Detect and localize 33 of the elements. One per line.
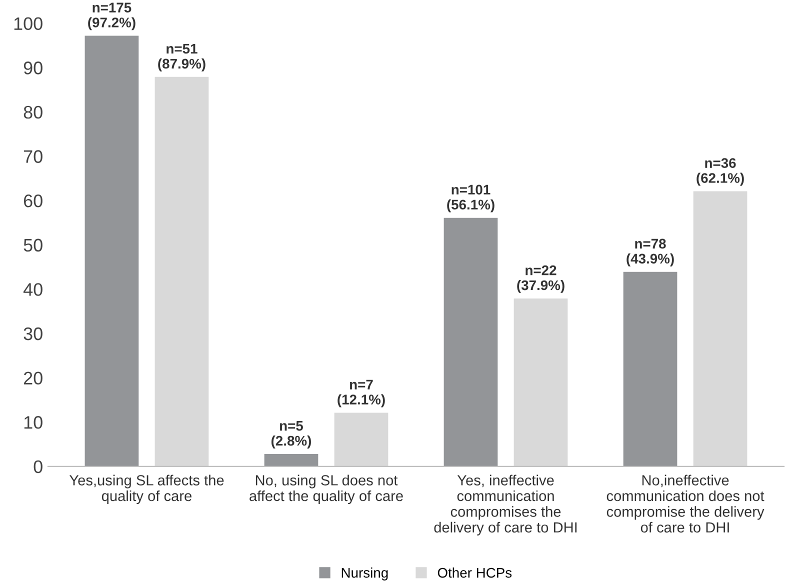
data-label: n=36 (62.1%) (696, 158, 744, 186)
y-tick-label: 20 (24, 372, 42, 385)
y-tick-label: 0 (34, 460, 42, 474)
y-tick-label: 40 (23, 283, 42, 296)
data-label: n=5 (2.8%) (271, 421, 312, 448)
y-tick-label: 50 (24, 238, 42, 252)
data-label: n=51 (87.9%) (158, 44, 206, 72)
x-tick-label: No, using SL does not affect the quality of care (250, 474, 403, 504)
data-label: n=22 (37.9%) (517, 265, 564, 293)
y-tick-label: 100 (14, 17, 42, 30)
bar (334, 412, 388, 466)
bar (154, 76, 209, 466)
bar (84, 36, 139, 466)
bar (444, 218, 498, 466)
legend-label: Other HCPs (438, 568, 512, 578)
y-tick-label: 80 (24, 106, 42, 119)
legend-label: Nursing (342, 568, 388, 580)
bar (264, 454, 318, 466)
bar (693, 191, 748, 466)
y-tick-label: 60 (24, 194, 42, 208)
data-label: n=101 (56.1%) (447, 184, 494, 212)
y-tick-label: 10 (24, 416, 42, 429)
x-tick-label: Yes, ineffective communication compromises the delivery of care to DHI (434, 474, 577, 536)
y-tick-label: 90 (24, 62, 42, 74)
x-tick-label: No,ineffective communication does not compromise the delivery of care to DHI (606, 474, 764, 533)
y-tick-label: 30 (24, 327, 42, 340)
data-label: n=175 (97.2%) (88, 2, 136, 30)
data-label: n=78 (43.9%) (626, 238, 674, 266)
y-tick-label: 70 (24, 150, 42, 163)
data-label: n=7 (12.1%) (338, 380, 385, 408)
x-tick-label: Yes,using SL affects the quality of care (69, 474, 224, 504)
bar (623, 272, 678, 466)
bar (514, 298, 568, 466)
